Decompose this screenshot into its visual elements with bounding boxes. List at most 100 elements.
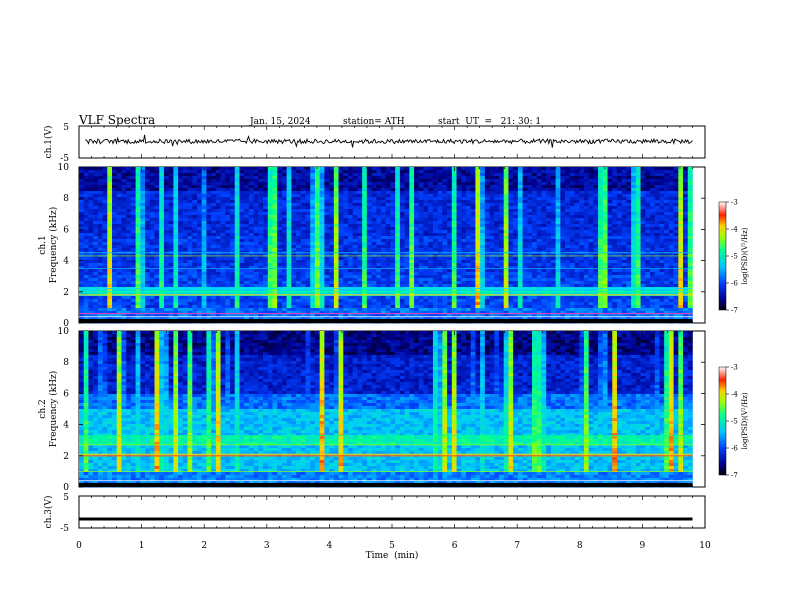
ch1-spectrogram-cell xyxy=(437,224,443,228)
ch1-spectrogram-cell xyxy=(178,257,184,261)
ch1-spectrogram-cell xyxy=(673,224,679,228)
ch1-spectrogram-cell xyxy=(513,209,519,213)
ch1-spectrogram-cell xyxy=(414,176,420,180)
ch1-spectrogram-cell xyxy=(456,173,462,177)
ch1-spectrogram-cell xyxy=(83,212,89,216)
ch1-spectrogram-cell xyxy=(324,197,330,201)
ch1-spectrogram-cell xyxy=(560,188,566,192)
ch1-spectrogram-cell xyxy=(437,215,443,219)
ch1-spectrogram-cell xyxy=(569,182,575,186)
ch1-spectrogram-cell xyxy=(461,269,467,273)
ch1-spectrogram-cell xyxy=(220,194,226,198)
ch1-spectrogram-cell xyxy=(687,224,693,228)
ch1-spectrogram-cell xyxy=(678,206,684,210)
ch1-spectrogram-cell xyxy=(447,239,453,243)
ch1-spectrogram-cell xyxy=(281,209,287,213)
ch1-spectrogram-cell xyxy=(546,191,552,195)
ch1-spectrogram-cell xyxy=(376,200,382,204)
ch1-spectrogram-cell xyxy=(635,245,641,249)
ch1-spectrogram-cell xyxy=(451,272,457,276)
ch1-spectrogram-cell xyxy=(532,212,538,216)
ch1-spectrogram-cell xyxy=(650,182,656,186)
ch1-spectrogram-cell xyxy=(163,170,169,174)
ch1-spectrogram-cell xyxy=(376,185,382,189)
ch1-spectrogram-cell xyxy=(645,206,651,210)
ch1-spectrogram-cell xyxy=(338,272,344,276)
ch1-spectrogram-cell xyxy=(654,233,660,237)
ch1-spectrogram-cell xyxy=(178,224,184,228)
ch1-spectrogram-cell xyxy=(272,230,278,234)
ch1-spectrogram-cell xyxy=(385,173,391,177)
ch1-spectrogram-cell xyxy=(300,206,306,210)
ch1-spectrogram-cell xyxy=(451,209,457,213)
ch1-spectrogram-cell xyxy=(366,230,372,234)
ch1-spectrogram-cell xyxy=(314,200,320,204)
ch1-spectrogram-cell xyxy=(494,212,500,216)
ch1-spectrogram-cell xyxy=(215,209,221,213)
ch1-spectrogram-cell xyxy=(456,239,462,243)
ch1-spectrogram-cell xyxy=(602,176,608,180)
ch1-spectrogram-cell xyxy=(598,167,604,171)
ch1-spectrogram-cell xyxy=(499,185,505,189)
ch1-spectrogram-cell xyxy=(291,215,297,219)
ch1-spectrogram-cell xyxy=(385,182,391,186)
ch1-spectrogram-cell xyxy=(135,215,141,219)
ch1-spectrogram-cell xyxy=(442,275,448,279)
ch1-spectrogram-cell xyxy=(79,185,85,189)
ch1-spectrogram-cell xyxy=(574,179,580,183)
ch1-spectrogram-cell xyxy=(668,197,674,201)
ch1-spectrogram-cell xyxy=(362,233,368,237)
ch1-spectrogram-cell xyxy=(305,185,311,189)
ch1-spectrogram-cell xyxy=(376,233,382,237)
ch1-spectrogram-cell xyxy=(640,263,646,267)
ch1-spectrogram-cell xyxy=(182,200,188,204)
ch1-spectrogram-cell xyxy=(635,266,641,270)
ch1-spectrogram-cell xyxy=(366,167,372,171)
ch1-spectrogram-cell xyxy=(79,245,85,249)
ch1-spectrogram-cell xyxy=(437,236,443,240)
ch1-spectrogram-cell xyxy=(428,230,434,234)
ch1-spectrogram-cell xyxy=(352,206,358,210)
ch1-spectrogram-cell xyxy=(588,170,594,174)
ch1-spectrogram-cell xyxy=(381,263,387,267)
ch1-spectrogram-cell xyxy=(546,221,552,225)
ch1-spectrogram-cell xyxy=(635,191,641,195)
ch1-spectrogram-cell xyxy=(399,218,405,222)
ch1-spectrogram-cell xyxy=(664,200,670,204)
ch1-spectrogram-cell xyxy=(116,203,122,207)
ch1-spectrogram-cell xyxy=(414,260,420,264)
ch1-spectrogram-cell xyxy=(664,206,670,210)
ch1-spectrogram-cell xyxy=(362,245,368,249)
ch1-spectrogram-cell xyxy=(371,203,377,207)
ch1-spectrogram-cell xyxy=(536,260,542,264)
ch1-spectrogram-cell xyxy=(517,200,523,204)
ch1-spectrogram-cell xyxy=(93,188,99,192)
ch1-spectrogram-cell xyxy=(314,173,320,177)
ch1-spectrogram-cell xyxy=(310,170,316,174)
ch1-spectrogram-cell xyxy=(390,203,396,207)
ch1-spectrogram-cell xyxy=(678,182,684,186)
ch1-spectrogram-cell xyxy=(296,263,302,267)
ch1-spectrogram-cell xyxy=(494,269,500,273)
ch1-spectrogram-cell xyxy=(130,188,136,192)
ch1-spectrogram-cell xyxy=(211,248,217,252)
ch1-spectrogram-cell xyxy=(621,185,627,189)
ch1-spectrogram-cell xyxy=(418,218,424,222)
ch1-spectrogram-cell xyxy=(310,239,316,243)
ch1-spectrogram-cell xyxy=(475,269,481,273)
ch1-spectrogram-cell xyxy=(683,194,689,198)
ch1-spectrogram-cell xyxy=(451,176,457,180)
ch1-spectrogram-cell xyxy=(258,272,264,276)
ch1-spectrogram-cell xyxy=(159,200,165,204)
ch1-spectrogram-cell xyxy=(187,218,193,222)
ch1-spectrogram-cell xyxy=(333,218,339,222)
ch1-spectrogram-cell xyxy=(626,224,632,228)
ch1-spectrogram-cell xyxy=(192,239,198,243)
ch1-spectrogram-cell xyxy=(140,239,146,243)
ch1-spectrogram-cell xyxy=(145,248,151,252)
ch1-spectrogram-cell xyxy=(664,269,670,273)
ch1-spectrogram-cell xyxy=(258,218,264,222)
ch1-spectrogram-cell xyxy=(527,266,533,270)
ch1-spectrogram-cell xyxy=(470,236,476,240)
ch1-spectrogram-cell xyxy=(253,227,259,231)
